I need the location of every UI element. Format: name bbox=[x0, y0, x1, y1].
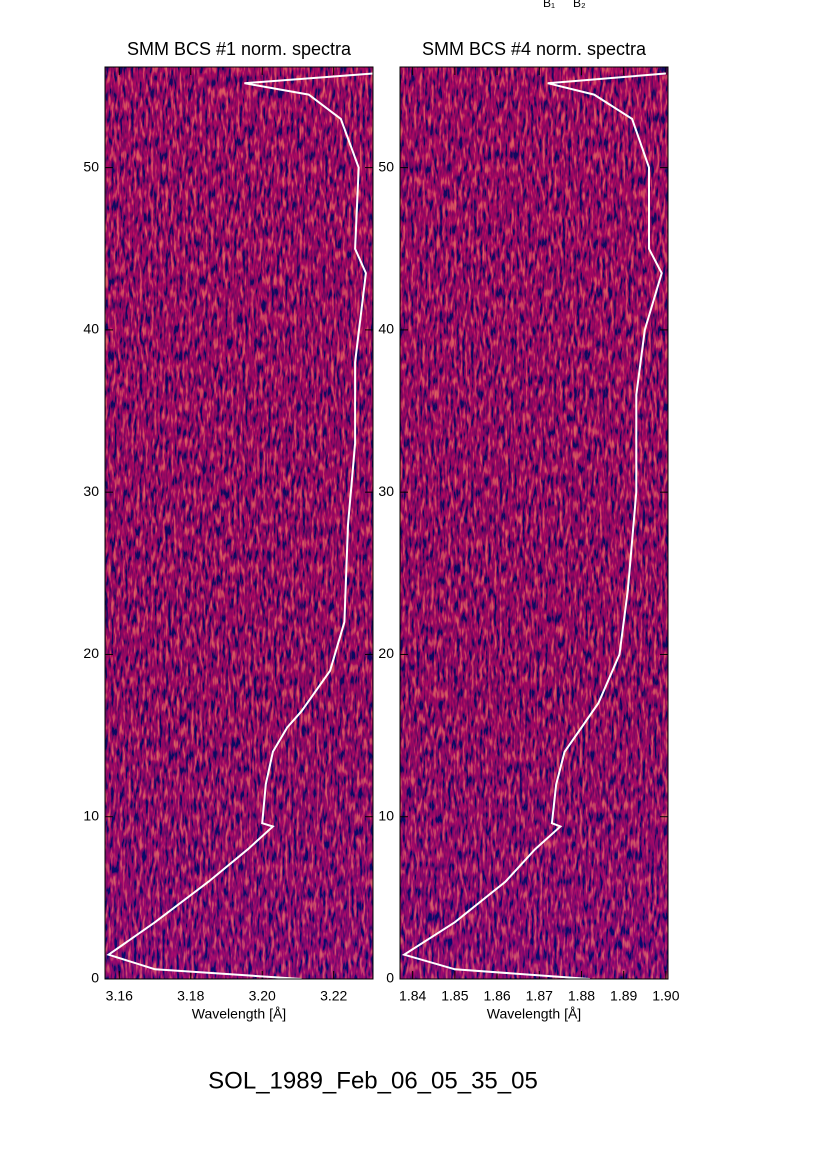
axes-frame bbox=[399, 66, 669, 980]
x-tick-label: 3.20 bbox=[249, 988, 276, 1004]
caption: SOL_1989_Feb_06_05_35_05 bbox=[208, 1067, 538, 1094]
panel-title: SMM BCS #4 norm. spectra bbox=[422, 39, 647, 59]
y-tick-label: 40 bbox=[83, 321, 99, 337]
y-tick-label: 0 bbox=[386, 970, 394, 986]
y-tick-label: 30 bbox=[83, 483, 99, 499]
spectrum-texture bbox=[400, 67, 668, 979]
x-tick-label: 1.88 bbox=[568, 988, 595, 1004]
x-tick-label: 1.86 bbox=[483, 988, 510, 1004]
x-tick-label: 1.84 bbox=[399, 988, 426, 1004]
y-tick-label: 50 bbox=[378, 158, 394, 174]
x-axis-label: Wavelength [Å] bbox=[487, 1006, 581, 1022]
panels: SMM BCS #1 norm. spectra Wavelength [Å] 3.… bbox=[83, 39, 679, 1022]
x-tick-label: 1.89 bbox=[610, 988, 637, 1004]
axes-frame bbox=[104, 66, 374, 980]
y-tick-label: 40 bbox=[378, 321, 394, 337]
y-tick-label: 30 bbox=[378, 483, 394, 499]
y-tick-label: 20 bbox=[378, 645, 394, 661]
panel: SMM BCS #1 norm. spectra Wavelength [Å] 3.… bbox=[83, 39, 374, 1022]
top-label: B₁ bbox=[543, 0, 555, 10]
spectrum-texture bbox=[105, 67, 373, 979]
x-tick-label: 1.85 bbox=[441, 988, 468, 1004]
x-tick-label: 3.18 bbox=[177, 988, 204, 1004]
x-tick-label: 3.22 bbox=[320, 988, 347, 1004]
y-tick-label: 10 bbox=[378, 807, 394, 823]
top-label: B₂ bbox=[573, 0, 586, 10]
panel-title: SMM BCS #1 norm. spectra bbox=[127, 39, 352, 59]
light-curve bbox=[401, 72, 666, 980]
light-curve bbox=[106, 72, 374, 980]
panel: SMM BCS #4 norm. spectra Wavelength [Å] 1.… bbox=[378, 39, 679, 1022]
y-tick-label: 50 bbox=[83, 158, 99, 174]
x-axis-label: Wavelength [Å] bbox=[192, 1006, 286, 1022]
x-tick-label: 3.16 bbox=[106, 988, 133, 1004]
y-tick-label: 0 bbox=[91, 970, 99, 986]
y-tick-label: 10 bbox=[83, 807, 99, 823]
x-tick-label: 1.87 bbox=[526, 988, 553, 1004]
x-tick-label: 1.90 bbox=[652, 988, 679, 1004]
y-tick-label: 20 bbox=[83, 645, 99, 661]
